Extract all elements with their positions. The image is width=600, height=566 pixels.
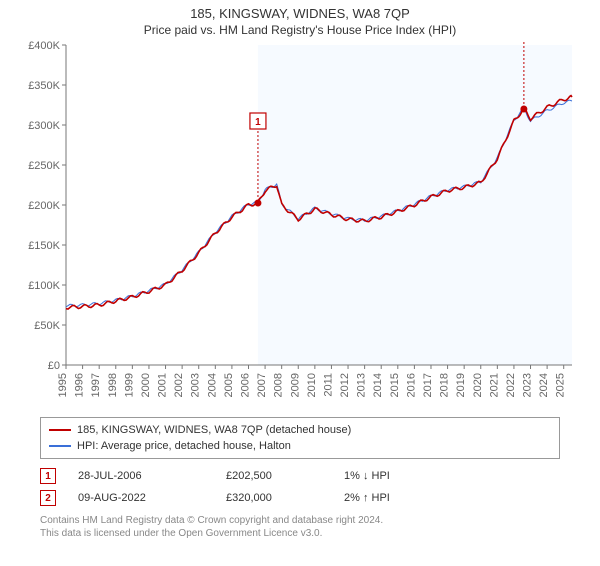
legend-swatch (49, 445, 71, 447)
x-tick-label: 1998 (107, 373, 119, 397)
sale-price: £320,000 (226, 492, 336, 504)
sales-table: 1 28-JUL-2006 £202,500 1% ↓ HPI 2 09-AUG-2022… (40, 465, 560, 509)
x-tick-label: 2016 (405, 373, 417, 397)
chart-subtitle: Price paid vs. HM Land Registry's House … (0, 23, 600, 37)
footer-line-1: Contains HM Land Registry data © Crown c… (40, 515, 560, 528)
footer-line-2: This data is licensed under the Open Gov… (40, 528, 560, 541)
x-tick-label: 2011 (322, 373, 334, 397)
sale-delta: 1% ↓ HPI (344, 470, 464, 482)
legend-label: 185, KINGSWAY, WIDNES, WA8 7QP (detached… (77, 422, 351, 438)
x-tick-label: 2004 (206, 373, 218, 397)
x-tick-label: 2009 (289, 373, 301, 397)
sale-marker-num: 1 (255, 117, 261, 128)
x-tick-label: 1996 (74, 373, 86, 397)
y-tick-label: £200K (28, 200, 60, 212)
sale-delta: 2% ↑ HPI (344, 492, 464, 504)
sale-row-marker: 2 (40, 490, 56, 506)
sale-date: 09-AUG-2022 (78, 492, 218, 504)
sale-dot (520, 106, 527, 113)
x-tick-label: 2002 (173, 373, 185, 397)
sale-date: 28-JUL-2006 (78, 470, 218, 482)
x-tick-label: 2010 (306, 373, 318, 397)
x-tick-label: 1997 (90, 373, 102, 397)
x-tick-label: 2001 (157, 373, 169, 397)
x-tick-label: 2023 (522, 373, 534, 397)
y-tick-label: £0 (48, 360, 60, 372)
x-tick-label: 2024 (538, 373, 550, 397)
x-tick-label: 2017 (422, 373, 434, 397)
x-tick-label: 2025 (555, 373, 567, 397)
sale-row: 2 09-AUG-2022 £320,000 2% ↑ HPI (40, 487, 560, 509)
legend-row: HPI: Average price, detached house, Halt… (49, 438, 551, 454)
chart-area: £0 £50K £100K £150K £200K £250K £300K £350K £400… (20, 41, 580, 411)
x-tick-label: 2007 (256, 373, 268, 397)
sale-row: 1 28-JUL-2006 £202,500 1% ↓ HPI (40, 465, 560, 487)
chart-svg: £0 £50K £100K £150K £200K £250K £300K £350K £400… (20, 41, 580, 411)
y-tick-label: £100K (28, 280, 60, 292)
x-tick-label: 2015 (389, 373, 401, 397)
legend-swatch (49, 429, 71, 431)
x-tick-label: 2020 (472, 373, 484, 397)
shaded-region (258, 45, 572, 365)
x-tick-label: 2003 (190, 373, 202, 397)
x-tick-label: 2019 (455, 373, 467, 397)
x-tick-label: 1995 (57, 373, 69, 397)
chart-title: 185, KINGSWAY, WIDNES, WA8 7QP (0, 6, 600, 21)
x-tick-label: 2013 (356, 373, 368, 397)
y-tick-label: £150K (28, 240, 60, 252)
x-tick-label: 2018 (439, 373, 451, 397)
x-tick-label: 2000 (140, 373, 152, 397)
y-tick-label: £50K (34, 320, 60, 332)
legend-row: 185, KINGSWAY, WIDNES, WA8 7QP (detached… (49, 422, 551, 438)
sale-dot (254, 200, 261, 207)
x-tick-label: 2005 (223, 373, 235, 397)
legend-label: HPI: Average price, detached house, Halt… (77, 438, 291, 454)
y-tick-label: £350K (28, 80, 60, 92)
footer: Contains HM Land Registry data © Crown c… (40, 515, 560, 540)
x-tick-label: 1999 (123, 373, 135, 397)
x-tick-label: 2021 (488, 373, 500, 397)
sale-price: £202,500 (226, 470, 336, 482)
x-tick-label: 2008 (273, 373, 285, 397)
x-tick-label: 2022 (505, 373, 517, 397)
y-tick-label: £250K (28, 160, 60, 172)
x-tick-label: 2014 (372, 373, 384, 397)
x-tick-label: 2012 (339, 373, 351, 397)
y-tick-label: £400K (28, 41, 60, 52)
legend: 185, KINGSWAY, WIDNES, WA8 7QP (detached… (40, 417, 560, 459)
y-tick-label: £300K (28, 120, 60, 132)
x-tick-label: 2006 (239, 373, 251, 397)
sale-row-marker: 1 (40, 468, 56, 484)
